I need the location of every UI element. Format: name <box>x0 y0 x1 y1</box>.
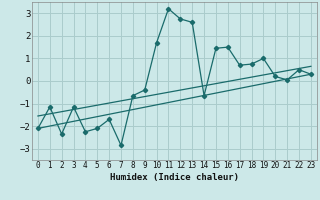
X-axis label: Humidex (Indice chaleur): Humidex (Indice chaleur) <box>110 173 239 182</box>
